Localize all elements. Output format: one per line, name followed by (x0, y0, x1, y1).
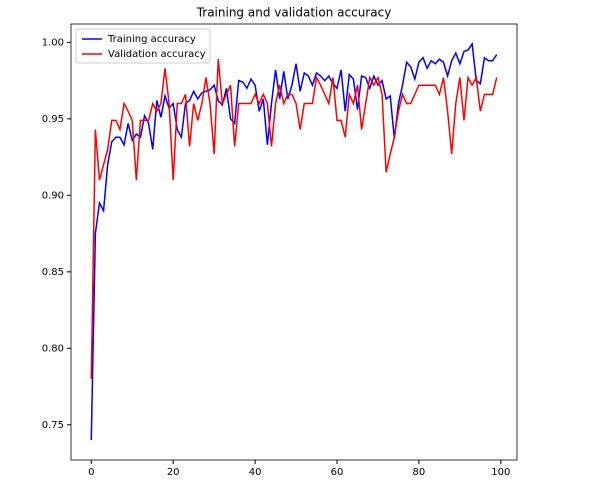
y-tick-label: 1.00 (42, 37, 64, 48)
x-tick-label: 0 (88, 467, 94, 478)
y-tick-label: 0.95 (42, 114, 64, 125)
x-tick-label: 40 (249, 467, 262, 478)
y-tick-label: 0.80 (42, 343, 64, 354)
y-tick-label: 0.85 (42, 267, 64, 278)
x-tick-label: 100 (491, 467, 510, 478)
y-tick-label: 0.90 (42, 190, 64, 201)
data-line (90, 59, 498, 379)
plot-frame (70, 23, 518, 461)
legend-label: Validation accuracy (108, 49, 206, 60)
y-tick-label: 0.75 (42, 420, 64, 431)
chart-title: Training and validation accuracy (196, 6, 392, 20)
x-tick-label: 60 (331, 467, 344, 478)
x-tick-label: 20 (167, 467, 180, 478)
legend-box (75, 28, 211, 64)
legend-label: Training accuracy (107, 34, 196, 45)
x-tick-label: 80 (413, 467, 426, 478)
